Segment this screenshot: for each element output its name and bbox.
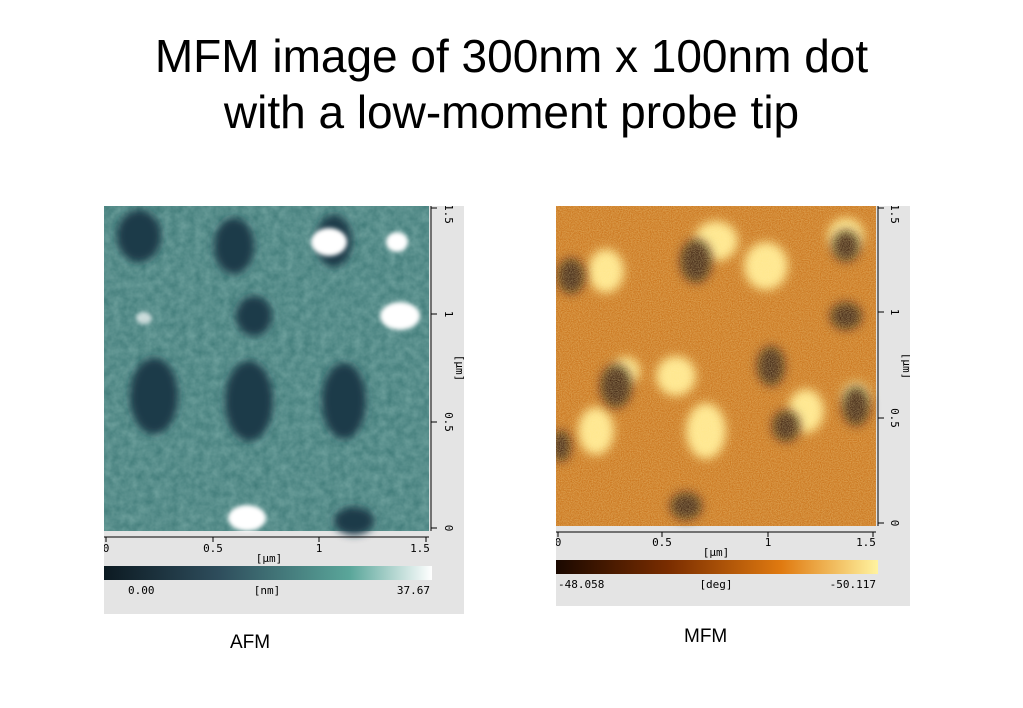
afm-figure: 0 0.5 1 1.5 [μm] 0 0.5 1 1.5 [μm] 0.00 [… — [104, 206, 464, 597]
mfm-figure: 0 0.5 1 1.5 [μm] 0 0.5 1 1.5 [μm] -48.05… — [556, 206, 910, 591]
mfm-caption: MFM — [684, 626, 728, 647]
mfm-y-tick-0.5: 0.5 — [888, 408, 901, 428]
title-line-1: MFM image of 300nm x 100nm dot — [154, 30, 869, 82]
mfm-y-tick-1.5: 1.5 — [888, 206, 901, 224]
mfm-y-tick-0: 0 — [888, 520, 901, 527]
afm-x-axis: 0 0.5 1 1.5 [μm] — [104, 536, 430, 565]
afm-y-tick-1: 1 — [442, 311, 455, 318]
mfm-panel: 0 0.5 1 1.5 [μm] 0 0.5 1 1.5 [μm] -48.05… — [556, 206, 910, 606]
mfm-colorbar: -48.058 [deg] -50.117 — [556, 560, 878, 591]
afm-panel: 0 0.5 1 1.5 [μm] 0 0.5 1 1.5 [μm] 0.00 [… — [104, 206, 464, 614]
title-line-2: with a low-moment probe tip — [223, 86, 800, 138]
mfm-colorbar-max: -50.117 — [830, 578, 876, 591]
mfm-y-tick-1: 1 — [888, 309, 901, 316]
afm-colorbar-unit: [nm] — [254, 584, 281, 597]
mfm-y-axis: 0 0.5 1 1.5 [μm] — [877, 206, 910, 527]
mfm-colorbar-min: -48.058 — [558, 578, 604, 591]
mfm-colorbar-unit: [deg] — [699, 578, 732, 591]
mfm-x-axis: 0 0.5 1 1.5 [μm] — [556, 531, 876, 559]
afm-y-unit: [μm] — [453, 355, 464, 382]
afm-y-tick-0: 0 — [442, 525, 455, 532]
afm-image — [104, 206, 429, 535]
afm-y-axis: 0 0.5 1 1.5 [μm] — [430, 206, 464, 532]
mfm-x-tick-0.5: 0.5 — [652, 536, 672, 549]
slide-title: MFM image of 300nm x 100nm dot with a lo… — [0, 28, 1023, 140]
afm-colorbar-min: 0.00 — [128, 584, 155, 597]
afm-x-unit: [μm] — [256, 552, 283, 565]
afm-x-tick-1.5: 1.5 — [410, 542, 430, 555]
mfm-x-tick-1.5: 1.5 — [856, 536, 876, 549]
afm-colorbar-max: 37.67 — [397, 584, 430, 597]
mfm-image — [556, 206, 876, 526]
afm-y-tick-0.5: 0.5 — [442, 412, 455, 432]
mfm-x-unit: [μm] — [703, 546, 730, 559]
mfm-x-tick-0: 0 — [556, 536, 561, 549]
afm-x-tick-1: 1 — [316, 542, 323, 555]
afm-caption: AFM — [230, 632, 271, 653]
afm-colorbar: 0.00 [nm] 37.67 — [104, 566, 432, 597]
afm-x-tick-0.5: 0.5 — [203, 542, 223, 555]
afm-y-tick-1.5: 1.5 — [442, 206, 455, 224]
afm-x-tick-0: 0 — [104, 542, 109, 555]
mfm-x-tick-1: 1 — [765, 536, 772, 549]
mfm-y-unit: [μm] — [900, 353, 910, 380]
